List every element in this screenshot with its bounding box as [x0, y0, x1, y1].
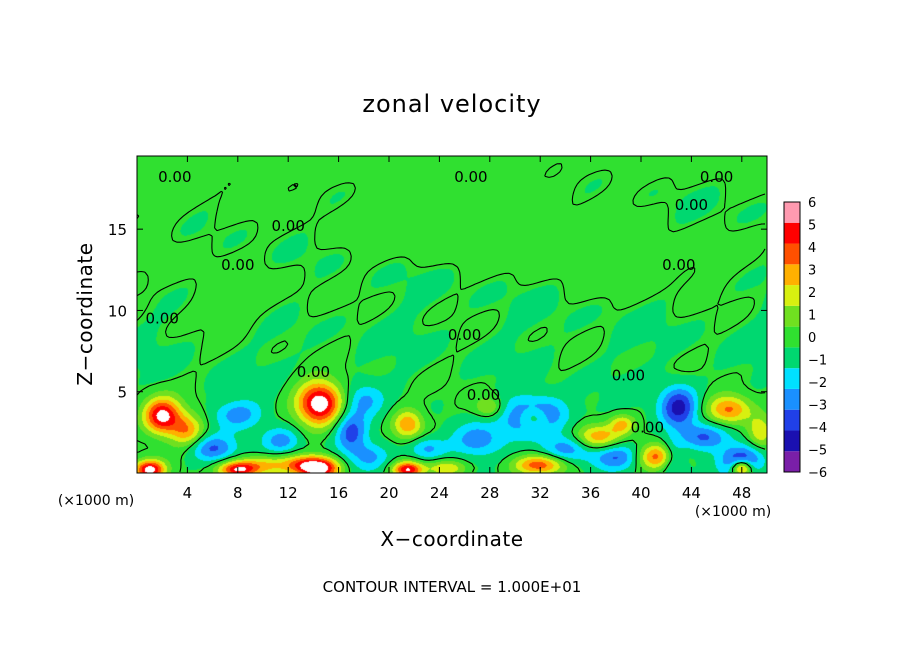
colorbar-label: −2 [808, 376, 827, 391]
x-tick-label: 8 [233, 484, 243, 502]
contour-label: 0.00 [448, 326, 481, 344]
x-tick-label: 32 [531, 484, 550, 502]
y-tick-label: 15 [108, 221, 127, 239]
contour-label: 0.00 [675, 196, 708, 214]
contour-label: 0.00 [700, 168, 733, 186]
colorbar-swatch [784, 430, 800, 452]
colorbar-swatch [784, 222, 800, 244]
colorbar-frame [783, 201, 801, 473]
contour-label: 0.00 [221, 256, 254, 274]
colorbar-swatch [784, 368, 800, 389]
colorbar-swatch [784, 202, 800, 223]
colorbar-label: 1 [808, 309, 816, 324]
x-tick-label: 40 [631, 484, 650, 502]
contour-label: 0.00 [467, 386, 500, 404]
colorbar-swatch [784, 285, 800, 306]
colorbar-label: −3 [808, 399, 827, 414]
colorbar-swatch [784, 388, 800, 410]
y-axis-title: Z−coordinate [73, 242, 97, 385]
colorbar-label: −5 [808, 444, 827, 459]
contour-labels: 0.00 0.00 0.00 0.00 0.00 0.00 0.00 0.00 0.00 0.00… [145, 168, 733, 436]
x-axis-title: X−coordinate [380, 527, 523, 551]
y-axis-ticks: 5 10 15 [108, 221, 767, 402]
colorbar-label: 4 [808, 241, 816, 256]
x-tick-label: 44 [682, 484, 701, 502]
x-unit-label-left: (×1000 m) [58, 493, 134, 509]
contour-interval-note: CONTOUR INTERVAL = 1.000E+01 [323, 578, 582, 596]
plot-area: 0.00 0.00 0.00 0.00 0.00 0.00 0.00 0.00 0.00 0.00… [136, 155, 768, 474]
y-tick-label: 10 [108, 302, 127, 320]
x-unit-label-right: (×1000 m) [695, 504, 771, 520]
contour-label: 0.00 [297, 363, 330, 381]
colorbar-swatch [784, 326, 800, 348]
x-tick-label: 4 [183, 484, 193, 502]
colorbar-label: 0 [808, 331, 816, 346]
colorbar-swatch [784, 305, 800, 327]
x-tick-label: 28 [480, 484, 499, 502]
colorbar-label: −6 [808, 466, 827, 481]
plot-frame [136, 155, 768, 474]
contour-label: 0.00 [662, 256, 695, 274]
colorbar-label: 3 [808, 264, 816, 279]
colorbar-swatch [784, 451, 800, 472]
contour-label: 0.00 [454, 168, 487, 186]
colorbar-swatch [784, 243, 800, 265]
colorbar-label: 6 [808, 196, 816, 211]
x-tick-label: 24 [430, 484, 449, 502]
x-tick-label: 12 [279, 484, 298, 502]
contour-label: 0.00 [158, 168, 191, 186]
colorbar-swatch [784, 409, 800, 431]
x-tick-label: 48 [732, 484, 751, 502]
y-tick-label: 5 [117, 384, 127, 402]
colorbar-swatch [784, 264, 800, 286]
contour-label: 0.00 [631, 418, 664, 436]
contour-lines [136, 163, 766, 473]
contour-label: 0.00 [612, 366, 645, 384]
colorbar-label: −1 [808, 354, 827, 369]
zero-contour [136, 163, 766, 473]
contour-label: 0.00 [145, 310, 178, 328]
colorbar-label: −4 [808, 421, 827, 436]
colorbar: −6 −5 −4 −3 −2 −1 0 1 2 3 4 5 6 [783, 196, 827, 481]
x-axis-ticks: 4 8 12 16 20 24 28 32 36 40 44 48 [183, 156, 751, 502]
colorbar-swatch [784, 347, 800, 369]
colorbar-label: 5 [808, 219, 816, 234]
colorbar-label: 2 [808, 286, 816, 301]
contour-label: 0.00 [271, 217, 304, 235]
x-tick-label: 36 [581, 484, 600, 502]
x-tick-label: 16 [329, 484, 348, 502]
x-tick-label: 20 [379, 484, 398, 502]
chart-title: zonal velocity [362, 90, 541, 118]
